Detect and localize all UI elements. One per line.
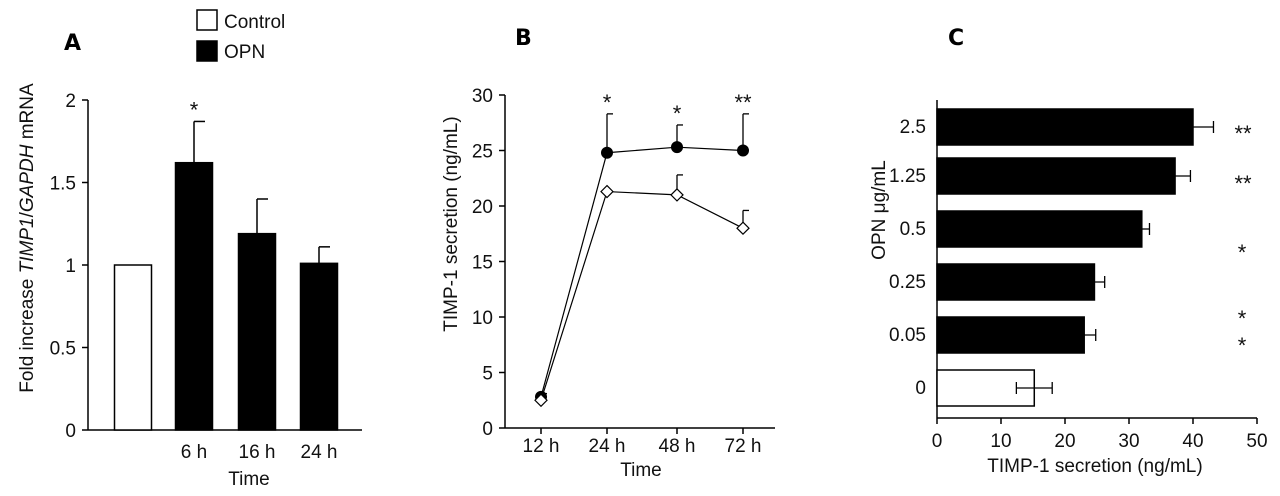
y-tick-label: 1.25	[889, 166, 926, 187]
panel-label-c: C	[948, 26, 964, 51]
significance-marker: **	[1234, 121, 1252, 146]
significance-marker: *	[673, 101, 682, 126]
point-control	[600, 184, 614, 199]
y-tick-label: 2.5	[900, 117, 926, 138]
y-axis-title-part: /	[17, 211, 38, 217]
bar-control	[113, 264, 153, 431]
y-tick-label: 0	[482, 419, 493, 440]
series-line-opn	[540, 146, 744, 398]
bar-opn	[299, 262, 339, 431]
x-tick-label: 10	[990, 431, 1011, 452]
significance-marker: **	[1234, 171, 1252, 196]
series-line-control	[540, 190, 744, 401]
y-axis-title: TIMP-1 secretion (ng/mL)	[441, 116, 462, 331]
y-axis-title-part: Fold increase	[17, 273, 38, 392]
legend-label-control: Control	[224, 12, 285, 33]
y-axis-title-part: μ	[869, 202, 890, 213]
bar-opn	[936, 157, 1176, 195]
x-tick-label: 16 h	[239, 442, 276, 463]
y-axis-title-part: TIMP1	[17, 217, 38, 273]
y-axis-title-part: GAPDH	[17, 144, 38, 212]
significance-marker: *	[1238, 240, 1247, 265]
significance-marker: *	[1238, 333, 1247, 358]
y-tick-label: 10	[472, 308, 493, 329]
x-tick-label: 24 h	[589, 436, 626, 457]
bar-opn	[936, 210, 1143, 248]
x-tick-label: 40	[1182, 431, 1203, 452]
x-tick-label: 20	[1054, 431, 1075, 452]
significance-marker: *	[603, 90, 612, 115]
point-control	[534, 393, 548, 408]
x-tick-label: 0	[932, 431, 943, 452]
panel-label-a: A	[64, 31, 81, 56]
bar-opn	[936, 263, 1096, 301]
x-tick-label: 48 h	[659, 436, 696, 457]
y-axis-title-part: mRNA	[17, 83, 38, 145]
y-tick-label: 0.25	[889, 272, 926, 293]
bar-opn	[936, 316, 1085, 354]
x-axis-title: Time	[228, 469, 270, 490]
y-axis-title: OPN μg/mL	[869, 160, 890, 260]
y-tick-label: 0.05	[889, 325, 926, 346]
significance-marker: **	[734, 90, 752, 115]
point-opn	[671, 141, 683, 154]
point-opn	[737, 144, 749, 157]
chart-panel-a: 0 0.5 1 1.5 2 6 h 16 h 24 h * Time Fold increase T…	[17, 83, 362, 490]
y-tick-label: 1	[65, 256, 76, 277]
y-tick-label: 2	[65, 91, 76, 112]
y-tick-label: 30	[472, 86, 493, 107]
x-tick-label: 72 h	[725, 436, 762, 457]
y-tick-label: 0	[65, 421, 76, 442]
y-tick-label: 20	[472, 197, 493, 218]
x-tick-label: 24 h	[301, 442, 338, 463]
x-tick-label: 6 h	[181, 442, 207, 463]
significance-marker: *	[190, 97, 199, 122]
panel-label-b: B	[515, 26, 532, 51]
y-tick-label: 25	[472, 142, 493, 163]
y-tick-label: 0.5	[900, 219, 926, 240]
x-tick-label: 50	[1246, 431, 1267, 452]
x-tick-label: 12 h	[523, 436, 560, 457]
legend: Control OPN	[196, 9, 285, 63]
y-tick-label: 0.5	[50, 339, 76, 360]
y-axis-title: Fold increase TIMP1/GAPDH mRNA	[17, 83, 38, 393]
y-tick-label: 1.5	[50, 174, 76, 195]
y-tick-label: 0	[915, 378, 926, 399]
x-tick-label: 30	[1118, 431, 1139, 452]
significance-marker: *	[1238, 306, 1247, 331]
x-axis-title: Time	[620, 460, 662, 481]
y-axis-title-part: g/mL	[869, 160, 890, 202]
bar-opn	[174, 161, 214, 431]
y-axis-title-part: OPN	[869, 213, 890, 259]
y-tick-label: 5	[482, 364, 493, 385]
point-opn	[601, 146, 613, 159]
legend-label-opn: OPN	[224, 42, 265, 63]
point-control	[736, 221, 750, 236]
chart-panel-c: 0 10 20 30 40 502.51.250.50.250.050*******TIM…	[869, 100, 1268, 477]
point-control	[670, 188, 684, 202]
bar-opn	[936, 108, 1194, 146]
x-axis-title: TIMP-1 secretion (ng/mL)	[987, 456, 1202, 477]
legend-swatch-opn	[196, 40, 218, 62]
legend-swatch-control	[196, 9, 218, 31]
y-tick-label: 15	[472, 253, 493, 274]
bar-opn	[237, 232, 277, 431]
